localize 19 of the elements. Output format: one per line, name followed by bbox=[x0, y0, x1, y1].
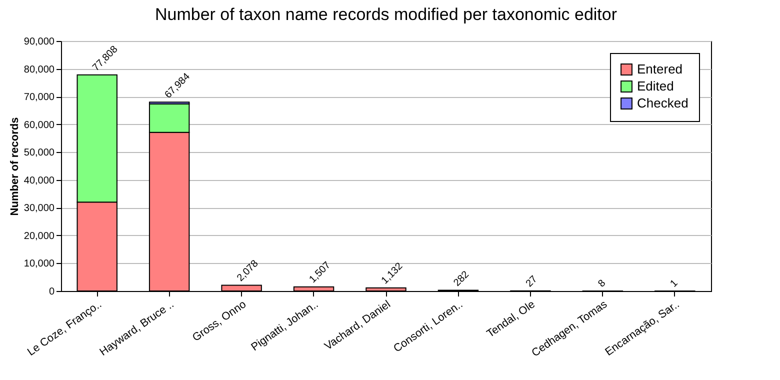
y-tick-label: 20,000 bbox=[24, 230, 55, 242]
total-label: 282 bbox=[452, 268, 472, 289]
y-tick-label: 40,000 bbox=[24, 175, 55, 186]
y-axis-title: Number of records bbox=[8, 117, 21, 216]
legend-label: Checked bbox=[637, 96, 688, 110]
y-tick-label: 90,000 bbox=[24, 36, 55, 48]
total-label: 27 bbox=[524, 274, 540, 290]
total-label: 1 bbox=[668, 278, 681, 290]
y-tick-label: 50,000 bbox=[24, 148, 55, 159]
y-tick-label: 60,000 bbox=[24, 120, 55, 131]
total-label: 8 bbox=[596, 278, 608, 290]
legend-label: Edited bbox=[637, 78, 674, 94]
chart-title: Number of taxon name records modified per taxonomic editor bbox=[154, 5, 618, 24]
legend-label: Entered bbox=[637, 62, 683, 76]
y-tick-label: 0 bbox=[48, 286, 55, 298]
y-tick-label: 30,000 bbox=[24, 203, 55, 214]
y-tick-label: 10,000 bbox=[24, 258, 55, 270]
y-tick-label: 70,000 bbox=[24, 92, 55, 104]
y-tick-label: 80,000 bbox=[24, 64, 55, 76]
